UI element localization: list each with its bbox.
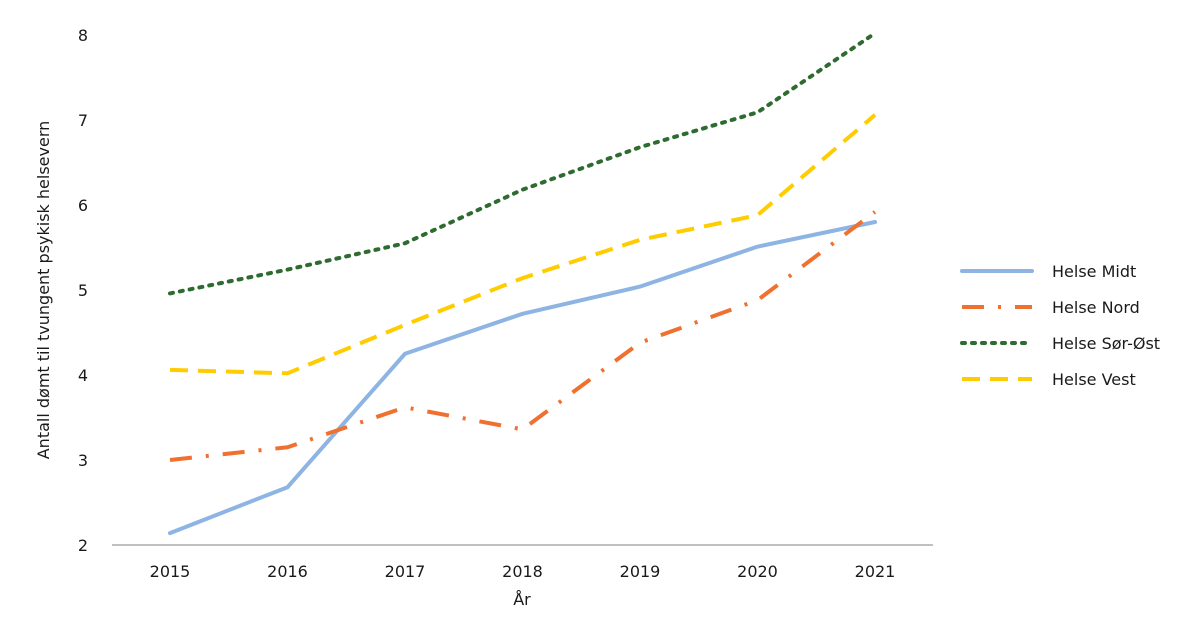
y-tick-label: 2 — [78, 536, 88, 555]
x-tick-label: 2018 — [502, 562, 543, 581]
y-axis-label: Antall dømt til tvungent psykisk helseve… — [34, 121, 53, 460]
x-axis-label: År — [513, 590, 531, 609]
y-tick-label: 4 — [78, 366, 88, 385]
y-tick-label: 6 — [78, 196, 88, 215]
y-tick-label: 8 — [78, 26, 88, 45]
legend-label: Helse Nord — [1052, 298, 1140, 317]
y-tick-label: 7 — [78, 111, 88, 130]
x-tick-label: 2019 — [620, 562, 661, 581]
legend-label: Helse Vest — [1052, 370, 1136, 389]
x-tick-label: 2015 — [150, 562, 191, 581]
x-tick-label: 2021 — [855, 562, 896, 581]
y-tick-label: 5 — [78, 281, 88, 300]
series-line-helse-nord — [169, 210, 877, 462]
series-line-helse-midt — [168, 220, 877, 536]
y-tick-label: 3 — [78, 451, 88, 470]
x-tick-label: 2020 — [737, 562, 778, 581]
x-tick-label: 2017 — [385, 562, 426, 581]
series-line-helse-vest — [169, 113, 877, 376]
legend-label: Helse Sør-Øst — [1052, 334, 1160, 353]
legend-label: Helse Midt — [1052, 262, 1136, 281]
series-line-helse-s-r-st — [168, 31, 877, 296]
x-tick-label: 2016 — [267, 562, 308, 581]
